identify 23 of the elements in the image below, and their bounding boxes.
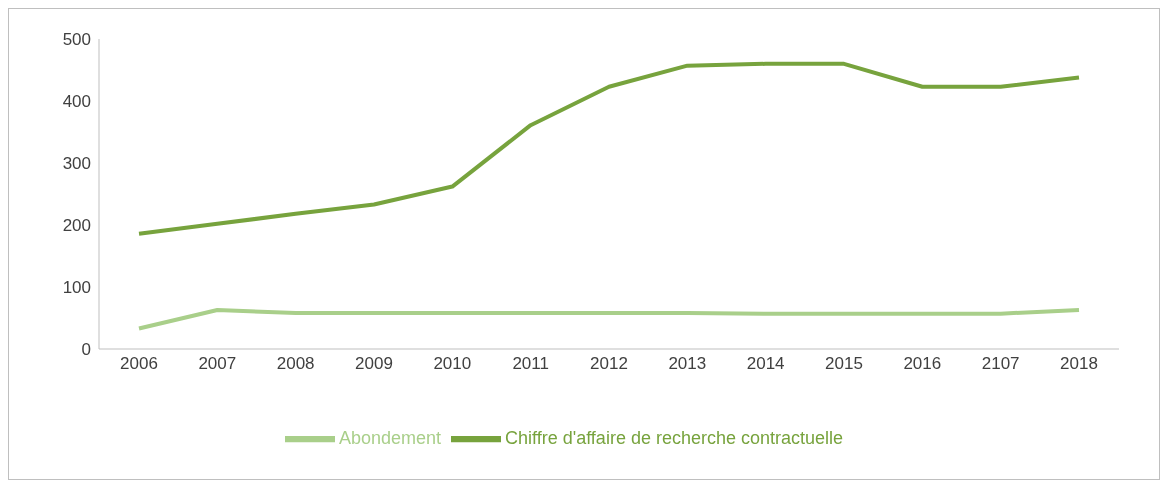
x-tick-label: 2011	[512, 354, 549, 374]
x-tick-label: 2014	[746, 354, 785, 374]
x-tick-label: 2009	[355, 354, 393, 374]
line-series	[137, 61, 1081, 236]
legend-label: Chiffre d'affaire de recherche contractuelle	[505, 427, 844, 448]
x-tick-label: 2010	[433, 354, 472, 374]
x-tick-label: 2012	[590, 354, 628, 374]
x-tick-label: 2007	[198, 354, 237, 374]
x-tick-label: 2006	[120, 354, 158, 374]
x-tick-label: 2107	[981, 354, 1020, 374]
x-tick-label: 2016	[903, 354, 942, 374]
x-tick-label: 2013	[668, 354, 707, 374]
y-tick-label: 100	[62, 278, 91, 298]
legend-label: Abondement	[338, 427, 442, 448]
x-tick-label: 2008	[276, 354, 315, 374]
y-tick-label: 300	[62, 154, 91, 174]
y-tick-label: 500	[62, 30, 91, 50]
y-tick-label: 400	[62, 92, 91, 112]
x-tick-label: 2015	[825, 354, 863, 374]
y-tick-label: 0	[81, 340, 91, 360]
line-series	[137, 307, 1081, 331]
x-tick-label: 2018	[1060, 354, 1098, 374]
y-tick-label: 200	[62, 216, 91, 236]
